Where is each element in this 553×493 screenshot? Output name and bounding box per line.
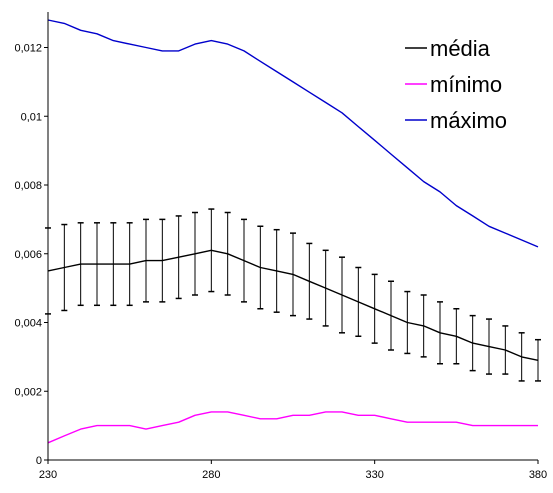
axes: 0 0,002 0,004 0,006 0,008 0,01 0,012 230 280 330… [14,12,547,481]
x-tick-label: 330 [365,469,383,481]
y-tick-label: 0,012 [14,43,42,55]
x-ticks: 230 280 330 380 [39,460,547,481]
legend-label: média [430,36,491,61]
series-line-1 [47,411,538,444]
legend: média mínimo máximo [405,36,507,133]
x-tick-label: 280 [202,469,220,481]
legend-label: máximo [430,108,507,133]
y-tick-label: 0,01 [21,111,42,123]
y-tick-label: 0,002 [14,386,42,398]
y-tick-label: 0,006 [14,249,42,261]
legend-item: mínimo [405,72,502,97]
x-tick-label: 380 [529,469,547,481]
series-line-2 [47,19,539,248]
error-bar [535,338,541,382]
y-tick-label: 0,008 [14,180,42,192]
legend-item: máximo [405,108,507,133]
series-lines [47,19,539,444]
series-line-0 [47,249,539,361]
legend-item: média [405,36,491,61]
error-bars [45,208,541,382]
y-ticks: 0 0,002 0,004 0,006 0,008 0,01 0,012 [14,43,48,467]
y-tick-label: 0 [36,455,42,467]
y-tick-label: 0,004 [14,318,42,330]
x-tick-label: 230 [39,469,57,481]
legend-label: mínimo [430,72,502,97]
